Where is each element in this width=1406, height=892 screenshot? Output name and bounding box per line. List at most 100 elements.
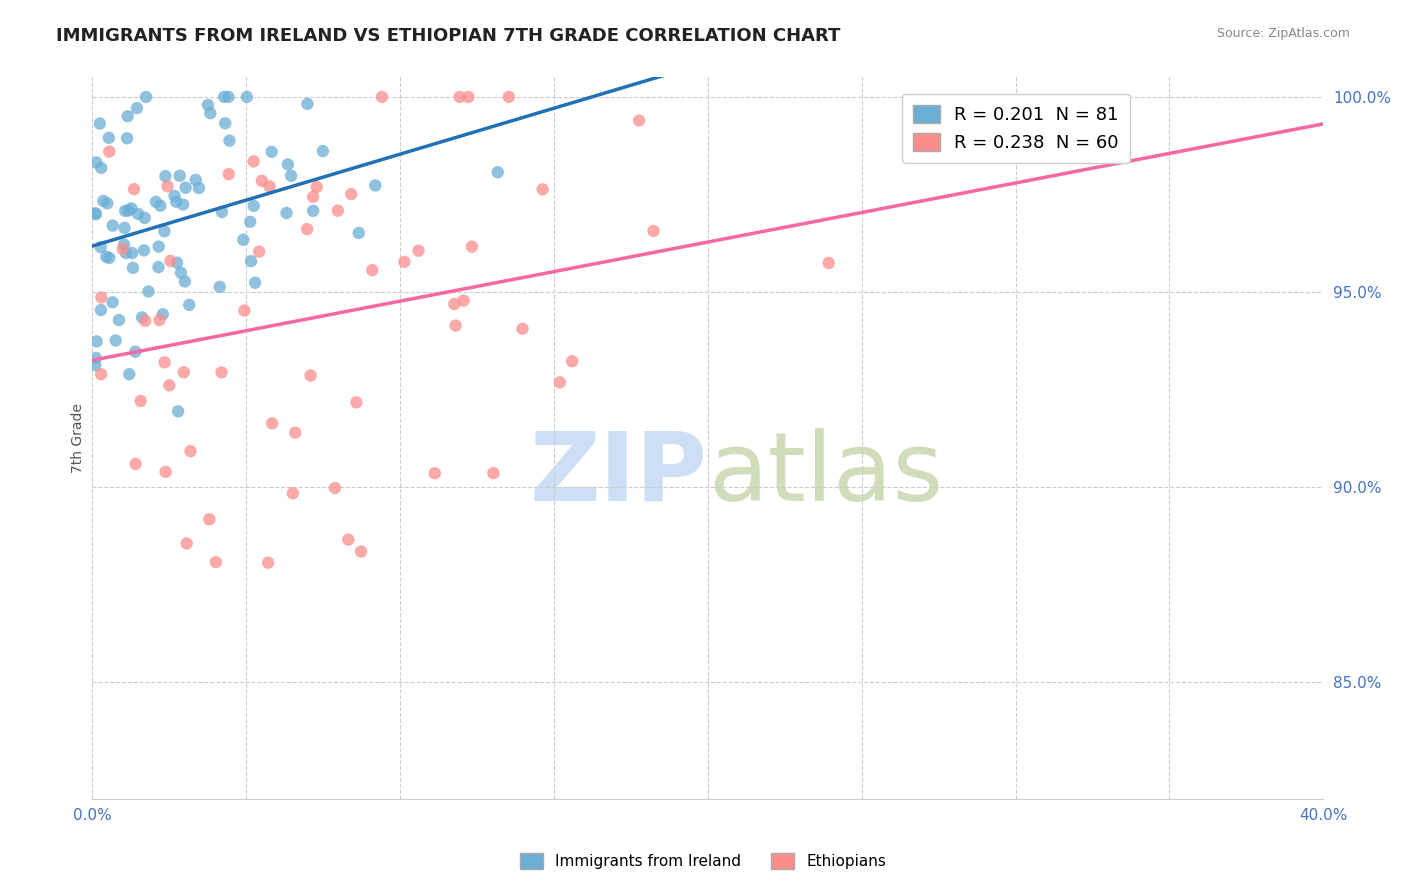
Point	[134, 314, 156, 328]
Point	[561, 354, 583, 368]
Point	[90, 303, 112, 318]
Point	[155, 169, 177, 183]
Point	[211, 365, 233, 379]
Point	[302, 190, 325, 204]
Point	[408, 244, 430, 258]
Point	[115, 131, 138, 145]
Point	[90, 240, 112, 254]
Point	[242, 199, 264, 213]
Point	[449, 90, 471, 104]
Point	[166, 256, 188, 270]
Point	[96, 250, 118, 264]
Point	[135, 90, 157, 104]
Point	[295, 222, 318, 236]
Point	[457, 90, 479, 104]
Point	[90, 368, 112, 382]
Point	[423, 466, 446, 480]
Point	[145, 194, 167, 209]
Point	[242, 154, 264, 169]
Point	[156, 179, 179, 194]
Point	[149, 199, 172, 213]
Point	[89, 117, 111, 131]
Point	[86, 334, 108, 349]
Point	[214, 116, 236, 130]
Point	[350, 544, 373, 558]
Point	[364, 178, 387, 193]
Point	[152, 307, 174, 321]
Point	[155, 465, 177, 479]
Point	[90, 161, 112, 175]
Point	[197, 98, 219, 112]
Point	[93, 194, 115, 208]
Point	[208, 280, 231, 294]
Point	[114, 203, 136, 218]
Point	[548, 376, 571, 390]
Y-axis label: 7th Grade: 7th Grade	[72, 403, 86, 473]
Point	[108, 313, 131, 327]
Point	[157, 378, 180, 392]
Text: Source: ZipAtlas.com: Source: ZipAtlas.com	[1216, 27, 1350, 40]
Point	[262, 417, 284, 431]
Point	[240, 254, 263, 268]
Point	[239, 215, 262, 229]
Point	[236, 90, 259, 104]
Point	[179, 298, 201, 312]
Point	[211, 205, 233, 219]
Point	[117, 203, 139, 218]
Point	[122, 260, 145, 275]
Point	[312, 144, 335, 158]
Point	[114, 220, 136, 235]
Point	[243, 276, 266, 290]
Point	[276, 206, 298, 220]
Point	[104, 334, 127, 348]
Point	[212, 90, 235, 104]
Point	[153, 355, 176, 369]
Point	[167, 404, 190, 418]
Point	[628, 113, 651, 128]
Point	[337, 533, 360, 547]
Point	[84, 207, 107, 221]
Point	[305, 180, 328, 194]
Point	[205, 555, 228, 569]
Point	[217, 90, 239, 104]
Point	[299, 368, 322, 383]
Point	[817, 256, 839, 270]
Point	[90, 290, 112, 304]
Point	[172, 197, 194, 211]
Point	[173, 365, 195, 379]
Point	[340, 187, 363, 202]
Point	[259, 179, 281, 194]
Point	[124, 457, 146, 471]
Point	[96, 196, 118, 211]
Text: ZIP: ZIP	[530, 427, 707, 521]
Point	[159, 253, 181, 268]
Point	[179, 444, 201, 458]
Text: IMMIGRANTS FROM IRELAND VS ETHIOPIAN 7TH GRADE CORRELATION CHART: IMMIGRANTS FROM IRELAND VS ETHIOPIAN 7TH…	[56, 27, 841, 45]
Point	[148, 313, 170, 327]
Point	[163, 189, 186, 203]
Point	[129, 393, 152, 408]
Point	[297, 96, 319, 111]
Point	[643, 224, 665, 238]
Point	[188, 181, 211, 195]
Point	[115, 246, 138, 260]
Point	[101, 219, 124, 233]
Point	[461, 240, 484, 254]
Point	[84, 206, 107, 220]
Point	[280, 169, 302, 183]
Point	[84, 155, 107, 169]
Point	[371, 90, 394, 104]
Legend: R = 0.201  N = 81, R = 0.238  N = 60: R = 0.201 N = 81, R = 0.238 N = 60	[901, 94, 1129, 163]
Point	[250, 174, 273, 188]
Point	[444, 318, 467, 333]
Point	[165, 194, 187, 209]
Point	[323, 481, 346, 495]
Point	[232, 233, 254, 247]
Point	[153, 224, 176, 238]
Point	[453, 293, 475, 308]
Point	[101, 295, 124, 310]
Point	[486, 165, 509, 179]
Point	[247, 244, 270, 259]
Legend: Immigrants from Ireland, Ethiopians: Immigrants from Ireland, Ethiopians	[513, 847, 893, 875]
Point	[127, 207, 149, 221]
